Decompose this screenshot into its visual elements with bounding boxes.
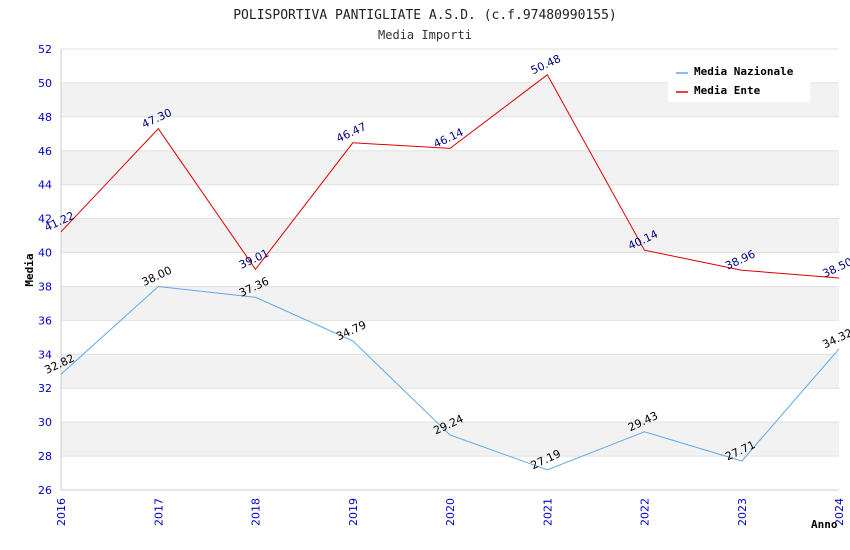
- y-tick-label: 38: [38, 280, 52, 293]
- chart-subtitle: Media Importi: [378, 28, 472, 42]
- grid-band: [61, 116, 839, 151]
- grid-band: [61, 388, 839, 423]
- grid-band: [61, 354, 839, 389]
- x-tick-label: 2017: [152, 498, 165, 526]
- x-tick-label: 2022: [639, 498, 652, 526]
- grid-band: [61, 422, 839, 457]
- grid-band: [61, 320, 839, 355]
- series-lines: [60, 74, 840, 471]
- y-tick-label: 52: [38, 43, 52, 56]
- y-tick-label: 46: [38, 145, 52, 158]
- y-tick-label: 50: [38, 77, 52, 90]
- legend-label-media-nazionale: Media Nazionale: [694, 65, 794, 78]
- axes: [60, 49, 839, 491]
- x-tick-label: 2020: [444, 498, 457, 526]
- x-tick-label: 2021: [541, 498, 554, 526]
- grid-band: [61, 184, 839, 219]
- y-tick-label: 44: [38, 179, 52, 192]
- y-tick-label: 26: [38, 484, 52, 497]
- y-tick-label: 42: [38, 213, 52, 226]
- grid-band: [61, 252, 839, 287]
- legend-box: [668, 60, 810, 102]
- y-tick-label: 28: [38, 450, 52, 463]
- y-axis-title: Media: [23, 253, 36, 286]
- x-tick-labels: 2016 2017 2018 2019 2020 2021 2022 2023 2024: [55, 498, 846, 526]
- series-line-media-nazionale: [60, 285, 840, 471]
- legend-label-media-ente: Media Ente: [694, 84, 761, 97]
- grid-band: [61, 286, 839, 321]
- x-tick-label: 2024: [833, 498, 846, 526]
- grid-band: [61, 456, 839, 490]
- y-tick-label: 40: [38, 247, 52, 260]
- grid-band: [61, 150, 839, 185]
- legend: Media Nazionale Media Ente: [668, 60, 810, 102]
- y-tick-label: 36: [38, 314, 52, 327]
- y-tick-label: 32: [38, 382, 52, 395]
- y-tick-labels: 26 28 30 32 34 36 38 40 42 44 46 48 50 52: [38, 43, 52, 497]
- series-line-media-ente: [60, 74, 840, 279]
- y-tick-label: 48: [38, 111, 52, 124]
- y-tick-label: 30: [38, 416, 52, 429]
- x-tick-label: 2018: [250, 498, 263, 526]
- x-tick-label: 2023: [736, 498, 749, 526]
- grid-lines: [61, 48, 839, 491]
- x-tick-label: 2019: [347, 498, 360, 526]
- x-axis-title: Anno: [811, 518, 838, 531]
- x-tick-label: 2016: [55, 498, 68, 526]
- chart-title: POLISPORTIVA PANTIGLIATE A.S.D. (c.f.974…: [233, 8, 617, 23]
- grid-band: [61, 218, 839, 253]
- y-tick-label: 34: [38, 348, 52, 361]
